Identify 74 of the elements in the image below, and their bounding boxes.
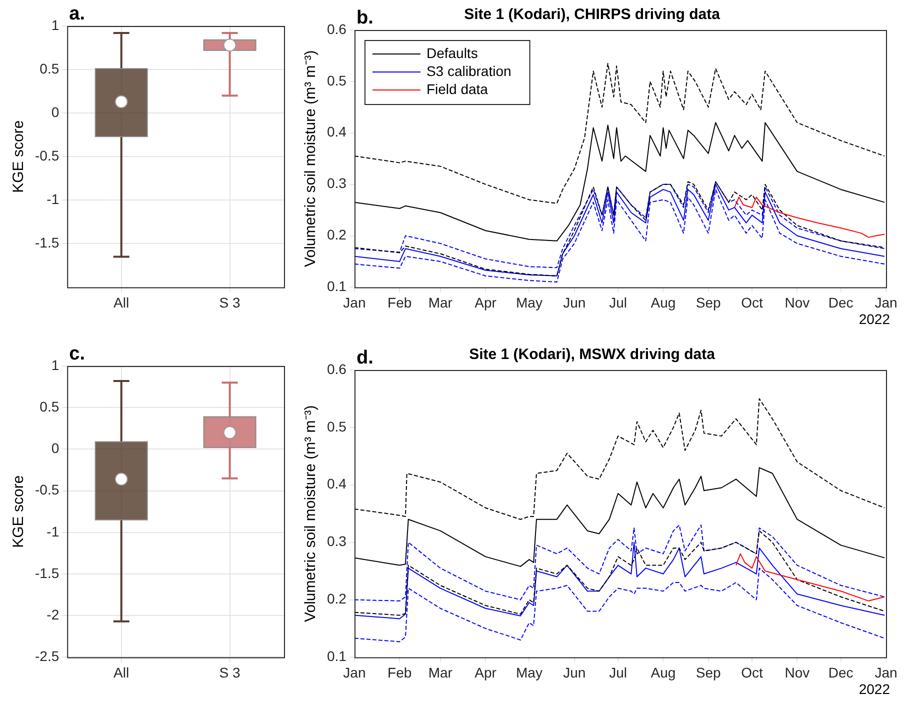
y-tick-label: 0.6 (326, 360, 347, 377)
x-tick-label: All (114, 294, 130, 310)
y-tick-label: 0.5 (326, 72, 347, 88)
x-tick-label: Mar (428, 294, 453, 310)
line-series (354, 62, 886, 204)
y-tick-label: -0.5 (35, 482, 60, 498)
x-tick-label: All (114, 664, 130, 680)
y-tick-label: -2.5 (35, 648, 60, 664)
text: a. (69, 4, 85, 25)
x-tick-label: S 3 (219, 664, 240, 680)
text: c. (69, 344, 85, 365)
x-tick-label: Jan (874, 664, 898, 680)
y-axis-title: Volumetric soil moisture (m³ m⁻³) (302, 405, 320, 622)
y-tick-label: -1 (46, 523, 60, 540)
y-tick-label: 0.4 (326, 476, 347, 492)
chart-title: Site 1 (Kodari), CHIRPS driving data (464, 6, 721, 24)
x-tick-label: May (516, 664, 542, 680)
x-tick-label: Apr (474, 664, 497, 680)
x-tick-label: Jul (609, 664, 627, 680)
x-tick-label: Jan (874, 294, 898, 310)
x-tick-label: Aug (650, 294, 676, 310)
y-tick-label: 0.3 (326, 533, 347, 550)
y-tick-label: 1 (51, 16, 60, 33)
x-tick-label: Dec (828, 294, 854, 310)
y-tick-label: 0.6 (326, 20, 347, 37)
x-tick-label: Aug (650, 664, 676, 680)
x-tick-label: Jun (563, 664, 586, 680)
y-axis-title: Volumetric soil moisture (m³ m⁻³) (302, 50, 320, 267)
y-tick-label: 1 (51, 356, 60, 373)
x-tick-label: Sep (696, 664, 721, 680)
x-tick-label: Jun (563, 294, 586, 310)
y-axis-title: KGE score (10, 120, 28, 193)
y-tick-label: -0.5 (35, 147, 60, 164)
y-axis-title: KGE score (10, 475, 28, 548)
y-tick-label: 0.5 (326, 418, 347, 434)
x-tick-label: Apr (474, 294, 497, 310)
y-tick-label: -1.5 (35, 564, 60, 581)
legend-label: Field data (426, 80, 488, 97)
x-tick-label: S 3 (219, 294, 240, 310)
y-tick-label: 0.1 (326, 278, 347, 294)
y-tick-label: -1 (46, 190, 60, 207)
y-tick-label: 0 (51, 104, 60, 120)
x-tick-label: Oct (741, 294, 764, 310)
x-tick-label: Feb (388, 664, 412, 680)
x-tick-label: Jan (343, 664, 366, 680)
y-tick-label: 0.4 (326, 124, 347, 140)
x-tick-label: Nov (784, 664, 810, 680)
x-tick-label: Mar (428, 664, 453, 680)
y-tick-label: 0.5 (40, 398, 60, 414)
legend-label: Defaults (426, 44, 478, 61)
y-tick-label: 0.3 (326, 175, 347, 192)
text: 2022 (858, 311, 890, 328)
chart-title: Site 1 (Kodari), MSWX driving data (469, 346, 716, 364)
y-tick-label: 0 (51, 440, 60, 456)
x-tick-label: Sep (696, 294, 721, 310)
x-tick-label: Dec (828, 664, 854, 680)
x-tick-label: Jul (609, 294, 627, 310)
x-tick-label: May (516, 294, 542, 310)
y-tick-label: 0.2 (326, 226, 347, 243)
line-series (354, 398, 886, 520)
x-tick-label: Oct (741, 664, 764, 680)
y-tick-label: -2 (46, 606, 60, 622)
y-tick-label: 0.2 (326, 590, 347, 607)
text: 2022 (858, 681, 890, 698)
x-tick-label: Nov (784, 294, 810, 310)
y-tick-label: -1.5 (35, 234, 60, 251)
x-tick-label: Feb (388, 294, 412, 310)
y-tick-label: 0.1 (326, 648, 347, 664)
x-tick-label: Jan (343, 294, 366, 310)
line-series (354, 530, 886, 616)
y-tick-label: 0.5 (40, 60, 60, 76)
legend-label: S3 calibration (426, 62, 512, 79)
text: d. (356, 348, 374, 369)
text: b. (356, 8, 374, 29)
